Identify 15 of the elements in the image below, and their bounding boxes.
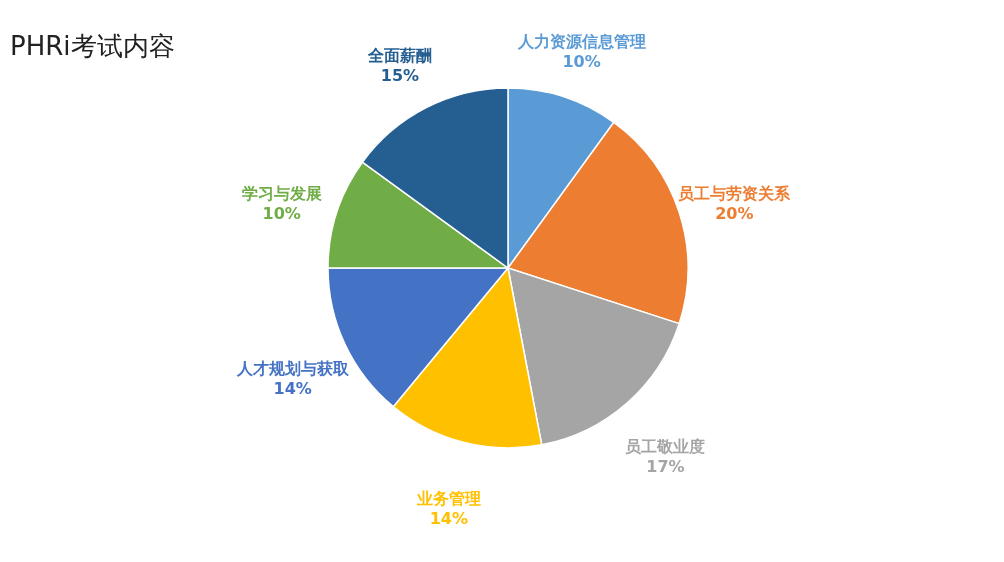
- data-label: 14%: [273, 379, 312, 399]
- slice-label: 员工与劳资关系: [678, 184, 792, 204]
- chart-title: PHRi考试内容: [10, 31, 175, 61]
- data-label: 17%: [646, 456, 685, 476]
- slice-label: 学习与发展: [241, 184, 322, 204]
- slice-label: 业务管理: [415, 488, 481, 508]
- slice-label: 人才规划与获取: [235, 359, 350, 379]
- slice-label: 员工敬业度: [625, 436, 706, 456]
- data-label: 20%: [715, 204, 754, 224]
- data-label: 14%: [429, 508, 468, 528]
- data-label: 10%: [562, 51, 601, 71]
- slice-label: 全面薪酬: [366, 45, 432, 65]
- data-label: 10%: [262, 204, 301, 224]
- data-label: 15%: [380, 65, 420, 85]
- slice-label: 人力资源信息管理: [516, 31, 646, 51]
